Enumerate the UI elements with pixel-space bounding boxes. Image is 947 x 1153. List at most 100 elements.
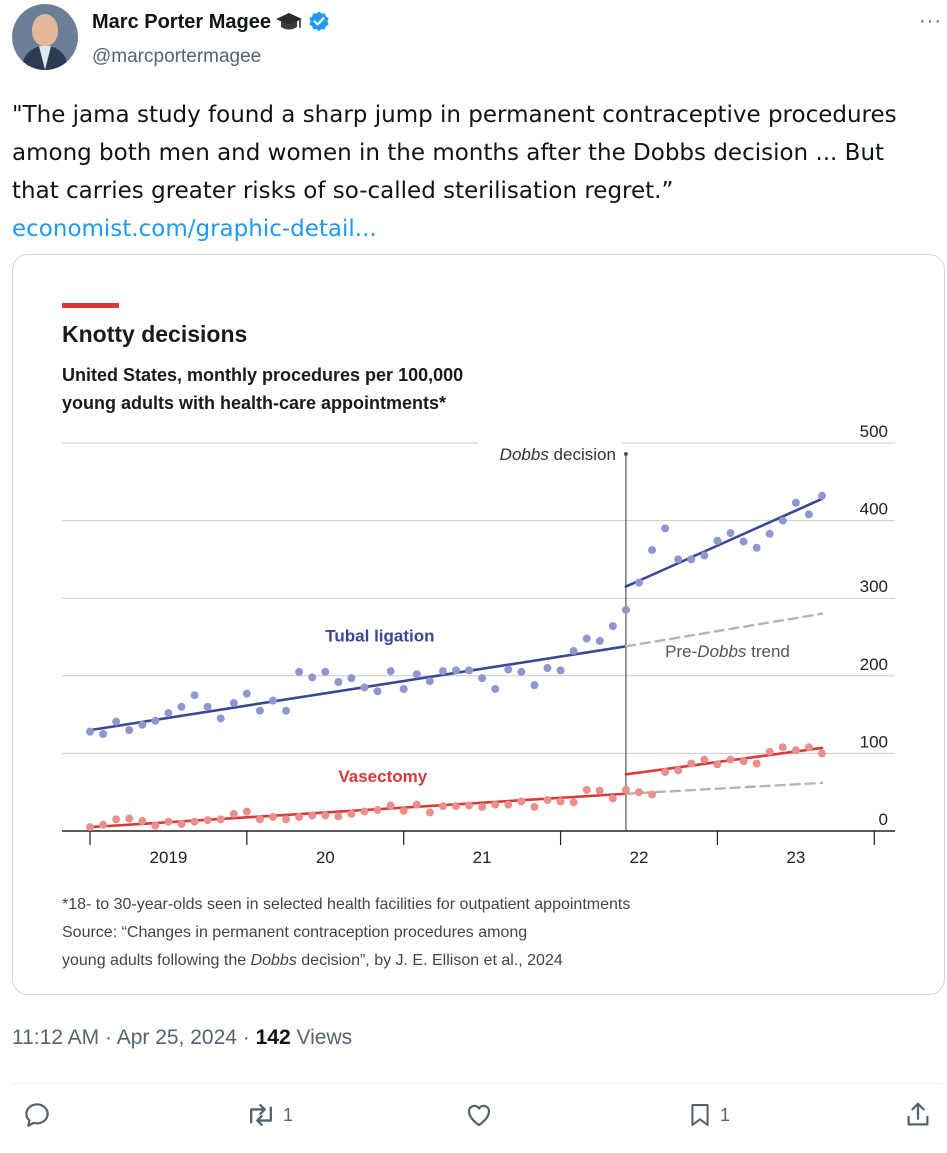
- point-tubal-ligation: [412, 670, 421, 679]
- like-button[interactable]: [464, 1100, 500, 1130]
- x-tick-label: 23: [786, 848, 805, 867]
- point-vasectomy: [582, 785, 591, 794]
- point-vasectomy: [229, 809, 238, 818]
- y-tick-label: 500: [860, 422, 888, 441]
- y-tick-label: 300: [860, 577, 888, 596]
- point-tubal-ligation: [530, 681, 539, 690]
- point-tubal-ligation: [608, 622, 617, 631]
- share-icon: [907, 1102, 929, 1126]
- point-vasectomy: [818, 749, 826, 758]
- handle[interactable]: @marcportermagee: [92, 46, 262, 67]
- point-vasectomy: [386, 801, 395, 810]
- point-vasectomy: [491, 800, 500, 809]
- point-tubal-ligation: [425, 677, 434, 686]
- point-tubal-ligation: [99, 730, 108, 738]
- point-vasectomy: [138, 816, 147, 825]
- point-vasectomy: [269, 813, 277, 822]
- action-bar: 1 1: [0, 1100, 947, 1150]
- source-2b: decision”, by J. E. Ellison et al., 2024: [297, 952, 563, 969]
- chart-title: Knotty decisions: [62, 321, 247, 347]
- point-tubal-ligation: [282, 706, 291, 715]
- point-vasectomy: [530, 802, 539, 811]
- point-tubal-ligation: [190, 691, 199, 700]
- point-vasectomy: [112, 815, 121, 824]
- trend-lines: [88, 497, 824, 829]
- point-vasectomy: [255, 815, 264, 824]
- data-points: [86, 491, 826, 832]
- point-tubal-ligation: [242, 689, 251, 698]
- point-vasectomy: [177, 820, 186, 829]
- reply-button[interactable]: [22, 1100, 58, 1130]
- point-vasectomy: [569, 798, 578, 807]
- point-vasectomy: [739, 757, 748, 766]
- point-tubal-ligation: [582, 634, 591, 643]
- bookmark-button[interactable]: 1: [686, 1100, 730, 1130]
- point-vasectomy: [791, 746, 800, 755]
- point-tubal-ligation: [595, 636, 604, 645]
- point-tubal-ligation: [661, 524, 670, 533]
- share-button[interactable]: [903, 1100, 933, 1130]
- point-vasectomy: [687, 759, 696, 768]
- trend-line-pre-dobbs-trend-vasectomy-projection: [624, 781, 824, 795]
- point-tubal-ligation: [791, 498, 800, 507]
- point-tubal-ligation: [269, 696, 277, 705]
- chart-source-1: Source: “Changes in permanent contracept…: [62, 924, 527, 941]
- chart-subtitle-1: United States, monthly procedures per 10…: [62, 365, 463, 385]
- trend-line-tubal-ligation-pre: [88, 645, 628, 732]
- chart-svg: Knotty decisions United States, monthly …: [62, 303, 895, 969]
- pre-dobbs-suffix: trend: [746, 642, 789, 661]
- more-options-icon[interactable]: ···: [919, 10, 942, 32]
- point-vasectomy: [242, 807, 251, 816]
- point-tubal-ligation: [517, 667, 526, 676]
- point-tubal-ligation: [491, 684, 500, 693]
- retweet-button[interactable]: 1: [245, 1100, 293, 1130]
- point-tubal-ligation: [674, 555, 683, 564]
- retweet-count: 1: [283, 1104, 294, 1125]
- tweet-link[interactable]: economist.com/graphic-detail...: [12, 216, 377, 242]
- dobbs-decision-label: Dobbs decision: [500, 445, 616, 464]
- point-vasectomy: [726, 755, 735, 764]
- point-tubal-ligation: [255, 706, 264, 715]
- avatar[interactable]: [12, 4, 78, 70]
- point-vasectomy: [765, 747, 774, 756]
- point-tubal-ligation: [164, 709, 173, 718]
- trend-line-pre-dobbs-trend-tubal-projection: [624, 612, 824, 648]
- point-tubal-ligation: [635, 578, 643, 587]
- point-tubal-ligation: [778, 516, 787, 525]
- point-vasectomy: [674, 766, 683, 775]
- point-tubal-ligation: [465, 666, 474, 675]
- point-vasectomy: [465, 801, 474, 810]
- point-vasectomy: [478, 802, 487, 811]
- point-tubal-ligation: [86, 727, 94, 736]
- tweet-time[interactable]: 11:12 AM: [12, 1026, 100, 1049]
- point-tubal-ligation: [334, 678, 343, 687]
- point-tubal-ligation: [543, 664, 552, 673]
- media-card[interactable]: Knotty decisions United States, monthly …: [12, 254, 945, 995]
- point-vasectomy: [347, 809, 356, 818]
- point-vasectomy: [608, 794, 617, 803]
- point-tubal-ligation: [151, 716, 160, 725]
- point-vasectomy: [216, 815, 225, 824]
- point-vasectomy: [308, 811, 317, 820]
- point-tubal-ligation: [804, 510, 813, 519]
- point-tubal-ligation: [321, 667, 330, 676]
- x-tick-label: 21: [473, 848, 492, 867]
- point-vasectomy: [661, 768, 670, 777]
- point-tubal-ligation: [386, 667, 395, 676]
- views-count: 142: [255, 1026, 291, 1049]
- chart-footnote: *18- to 30-year-olds seen in selected he…: [62, 896, 630, 913]
- display-name[interactable]: Marc Porter Magee: [92, 10, 271, 33]
- point-vasectomy: [399, 806, 408, 815]
- avatar-head: [32, 14, 58, 46]
- point-vasectomy: [804, 743, 813, 752]
- verified-badge-icon[interactable]: [307, 10, 331, 34]
- point-tubal-ligation: [229, 698, 238, 707]
- point-vasectomy: [412, 800, 421, 809]
- point-tubal-ligation: [569, 646, 578, 655]
- point-tubal-ligation: [347, 674, 356, 683]
- point-tubal-ligation: [648, 546, 657, 555]
- tweet-date[interactable]: Apr 25, 2024: [116, 1026, 237, 1049]
- x-tick-label: 22: [630, 848, 649, 867]
- point-vasectomy: [164, 817, 173, 826]
- point-vasectomy: [125, 814, 134, 823]
